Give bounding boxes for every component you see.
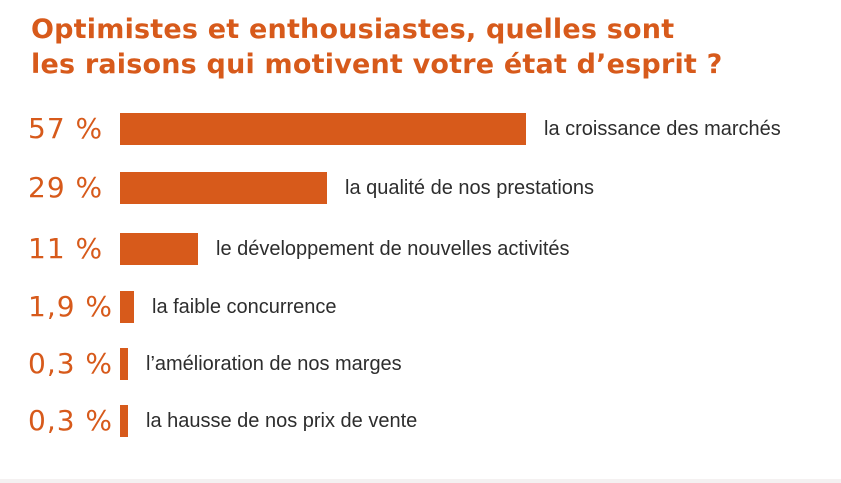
bar-category-label: le développement de nouvelles activités bbox=[216, 238, 570, 260]
bar bbox=[120, 405, 128, 437]
chart-title-line-1: Optimistes et enthousiastes, quelles son… bbox=[31, 14, 675, 45]
bar-row: 57 % la croissance des marchés bbox=[0, 111, 841, 147]
bar-row: 0,3 % la hausse de nos prix de vente bbox=[0, 403, 841, 439]
bar-category-label: la croissance des marchés bbox=[544, 118, 781, 140]
bar-value-label: 29 % bbox=[28, 171, 104, 204]
bar bbox=[120, 348, 128, 380]
bar bbox=[120, 291, 134, 323]
bar bbox=[120, 113, 526, 145]
bar-value-label: 57 % bbox=[28, 112, 104, 145]
chart-title-line-2: les raisons qui motivent votre état d’es… bbox=[31, 49, 723, 80]
bar-row: 1,9 % la faible concurrence bbox=[0, 289, 841, 325]
bar bbox=[120, 172, 327, 204]
bar-category-label: la faible concurrence bbox=[152, 296, 337, 318]
bar-value-label: 0,3 % bbox=[28, 404, 114, 437]
bar-category-label: la hausse de nos prix de vente bbox=[146, 410, 418, 432]
bar-value-label: 1,9 % bbox=[28, 290, 114, 323]
bar-category-label: l’amélioration de nos marges bbox=[146, 353, 402, 375]
bar-value-label: 11 % bbox=[28, 232, 104, 265]
bar-category-label: la qualité de nos prestations bbox=[345, 177, 595, 199]
bar bbox=[120, 233, 198, 265]
bar-row: 0,3 % l’amélioration de nos marges bbox=[0, 346, 841, 382]
chart-title: Optimistes et enthousiastes, quelles son… bbox=[31, 12, 811, 82]
bar-value-label: 0,3 % bbox=[28, 347, 114, 380]
bar-row: 11 % le développement de nouvelles activi… bbox=[0, 231, 841, 267]
bottom-divider bbox=[0, 479, 841, 483]
bar-row: 29 % la qualité de nos prestations bbox=[0, 170, 841, 206]
